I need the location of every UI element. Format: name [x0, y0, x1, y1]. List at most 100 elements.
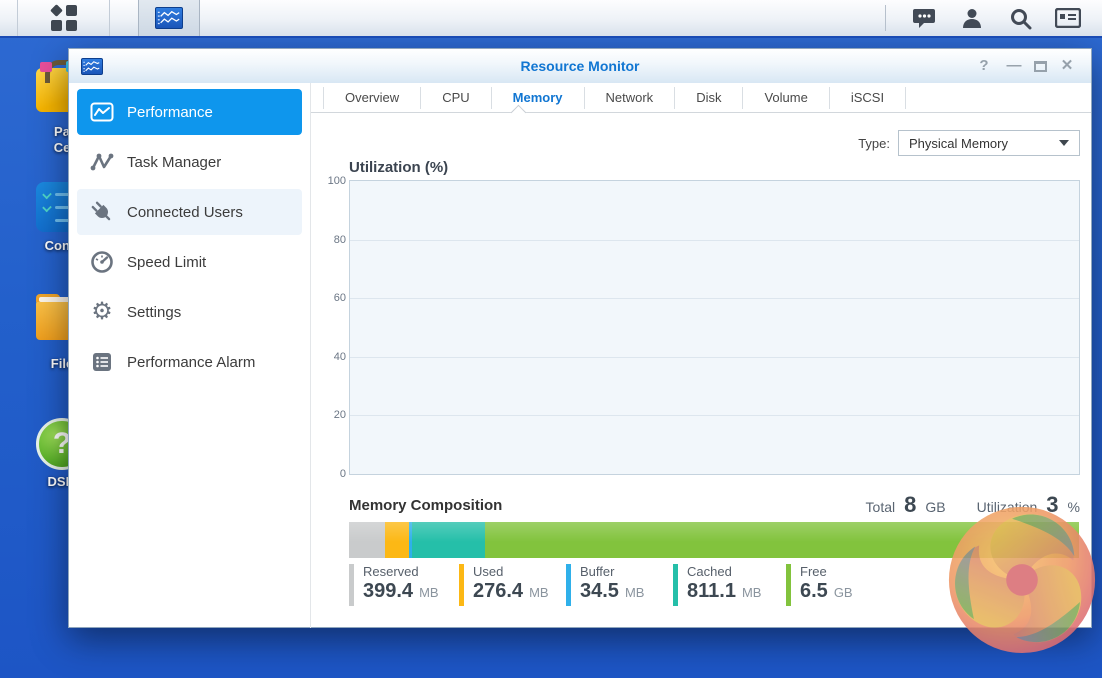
legend-label: Free	[800, 564, 827, 579]
type-label: Type:	[858, 135, 890, 151]
memory-type-value: Physical Memory	[909, 135, 1008, 151]
chevron-down-icon	[1059, 140, 1069, 146]
legend-swatch	[349, 564, 354, 606]
memory-composition-title: Memory Composition	[349, 496, 503, 514]
legend-swatch	[459, 564, 464, 606]
gear-icon: ⚙	[91, 298, 113, 325]
y-axis-tick: 20	[333, 409, 346, 422]
legend-unit: MB	[624, 585, 645, 600]
resource-monitor-icon	[155, 7, 183, 29]
sidebar-item-label: Performance	[127, 103, 213, 121]
legend-label: Buffer	[580, 564, 615, 579]
bar-segment-reserved	[349, 522, 385, 558]
pilot-view-icon[interactable]	[1048, 1, 1088, 35]
legend-value: 6.5	[800, 580, 828, 602]
user-account-icon[interactable]	[952, 1, 992, 35]
taskbar-separator	[885, 5, 886, 31]
bar-segment-used	[384, 522, 410, 558]
sidebar-item-speed-limit[interactable]: Speed Limit	[77, 239, 302, 285]
window-titlebar[interactable]: Resource Monitor ? — ✕	[69, 49, 1091, 83]
main-menu-button[interactable]	[18, 0, 110, 36]
total-value: 8	[904, 492, 917, 517]
window-app-icon	[81, 57, 103, 75]
memory-totals: Total 8 GB Utilization 3 %	[866, 492, 1080, 518]
legend-swatch	[673, 564, 678, 606]
tab-overview[interactable]: Overview	[323, 86, 422, 109]
tab-disk[interactable]: Disk	[675, 86, 744, 109]
minimize-button[interactable]: —	[1006, 57, 1022, 74]
alarm-list-icon	[89, 349, 115, 375]
taskbar-spacer	[0, 0, 18, 36]
help-button[interactable]: ?	[979, 57, 989, 74]
taskbar	[0, 0, 1102, 38]
window-title: Resource Monitor	[520, 58, 640, 74]
legend-value: 399.4	[363, 580, 414, 602]
sidebar: Performance Task Manager Connected Users…	[69, 83, 311, 628]
tab-network[interactable]: Network	[585, 86, 676, 109]
maximize-button[interactable]	[1034, 60, 1047, 72]
legend-swatch	[566, 564, 571, 606]
legend-label: Reserved	[363, 564, 419, 579]
y-axis-tick: 40	[333, 350, 346, 363]
sidebar-item-task-manager[interactable]: Task Manager	[77, 139, 302, 185]
performance-chart-icon	[89, 99, 115, 125]
task-branch-icon	[89, 149, 115, 175]
utilization-unit: %	[1067, 499, 1080, 515]
legend-unit: GB	[833, 585, 853, 600]
legend-value: 34.5	[580, 580, 619, 602]
utilization-chart: 100 80 60 40 20 0	[328, 175, 1080, 480]
tab-cpu[interactable]: CPU	[421, 86, 492, 109]
legend-label: Cached	[687, 564, 732, 579]
legend-swatch	[786, 564, 791, 606]
sidebar-item-label: Settings	[127, 303, 182, 321]
sidebar-item-label: Task Manager	[127, 153, 222, 171]
taskbar-app-resource-monitor[interactable]	[138, 0, 200, 36]
legend-item-cached: Cached 811.1 MB	[673, 564, 786, 606]
legend-label: Used	[473, 564, 504, 579]
tab-iscsi[interactable]: iSCSI	[830, 86, 907, 109]
memory-legend: Reserved 399.4 MB Used 276.4 MB Buffer 3	[349, 564, 1080, 606]
plug-icon	[89, 199, 115, 225]
legend-value: 276.4	[473, 580, 524, 602]
sidebar-item-label: Connected Users	[127, 203, 243, 221]
y-axis-tick: 60	[333, 292, 346, 305]
utilization-value: 3	[1046, 492, 1059, 517]
resource-monitor-window: Resource Monitor ? — ✕ Performance Task …	[68, 48, 1092, 628]
legend-item-buffer: Buffer 34.5 MB	[566, 564, 673, 606]
package-center-icon	[36, 60, 88, 120]
sidebar-item-settings[interactable]: ⚙ Settings	[77, 289, 302, 335]
legend-item-used: Used 276.4 MB	[459, 564, 566, 606]
y-axis-tick: 100	[327, 175, 346, 187]
legend-value: 811.1	[687, 580, 736, 602]
sidebar-item-label: Performance Alarm	[127, 353, 256, 371]
memory-composition-bar	[349, 522, 1080, 558]
app-grid-icon	[49, 4, 77, 31]
utilization-chart-title: Utilization (%)	[349, 159, 449, 176]
total-unit: GB	[925, 499, 946, 515]
tab-bar: Overview CPU Memory Network Disk Volume …	[311, 83, 1091, 121]
sidebar-item-performance[interactable]: Performance	[77, 89, 302, 135]
tab-memory[interactable]: Memory	[492, 86, 585, 109]
tab-volume[interactable]: Volume	[743, 86, 830, 109]
legend-unit: MB	[419, 585, 439, 600]
sidebar-item-label: Speed Limit	[127, 253, 207, 271]
bar-segment-cached	[412, 522, 486, 558]
close-button[interactable]: ✕	[1060, 57, 1074, 74]
sidebar-item-connected-users[interactable]: Connected Users	[77, 189, 302, 235]
legend-item-free: Free 6.5 GB	[786, 564, 853, 606]
utilization-label: Utilization	[976, 499, 1038, 515]
bar-segment-free	[484, 522, 1079, 558]
legend-unit: MB	[529, 585, 549, 600]
desktop-icon-label: File	[50, 356, 74, 371]
desktop-icon-label: Pa Ce	[53, 124, 71, 155]
notifications-chat-icon[interactable]	[904, 1, 944, 35]
desktop-icon-package-center[interactable]: Pa Ce	[32, 60, 92, 156]
memory-panel: Overview CPU Memory Network Disk Volume …	[311, 83, 1091, 628]
sidebar-item-performance-alarm[interactable]: Performance Alarm	[77, 339, 302, 385]
legend-item-reserved: Reserved 399.4 MB	[349, 564, 459, 606]
search-icon[interactable]	[1000, 1, 1040, 35]
y-axis-tick: 0	[339, 468, 346, 480]
memory-type-dropdown[interactable]: Physical Memory	[898, 130, 1080, 156]
total-label: Total	[865, 499, 896, 515]
bar-segment-buffer	[409, 522, 413, 558]
